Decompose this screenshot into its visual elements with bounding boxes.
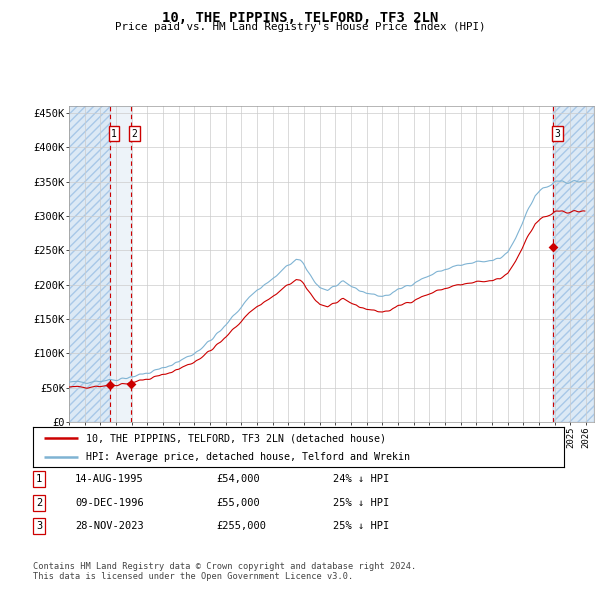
Text: HPI: Average price, detached house, Telford and Wrekin: HPI: Average price, detached house, Telf… (86, 453, 410, 462)
Bar (69, 106, 110, 422)
Text: 09-DEC-1996: 09-DEC-1996 (75, 498, 144, 507)
Bar (110, 106, 131, 422)
Text: £54,000: £54,000 (216, 474, 260, 484)
Text: 28-NOV-2023: 28-NOV-2023 (75, 522, 144, 531)
Text: 2: 2 (132, 129, 137, 139)
Text: Price paid vs. HM Land Registry's House Price Index (HPI): Price paid vs. HM Land Registry's House … (115, 22, 485, 32)
Text: 10, THE PIPPINS, TELFORD, TF3 2LN: 10, THE PIPPINS, TELFORD, TF3 2LN (162, 11, 438, 25)
Point (548, 242, 558, 251)
Text: 14-AUG-1995: 14-AUG-1995 (75, 474, 144, 484)
Point (126, 379, 136, 389)
Text: 1: 1 (111, 129, 117, 139)
Text: 10, THE PIPPINS, TELFORD, TF3 2LN (detached house): 10, THE PIPPINS, TELFORD, TF3 2LN (detac… (86, 434, 386, 444)
Text: 25% ↓ HPI: 25% ↓ HPI (333, 498, 389, 507)
Text: £255,000: £255,000 (216, 522, 266, 531)
Text: £55,000: £55,000 (216, 498, 260, 507)
Text: 3: 3 (36, 522, 42, 531)
Text: 3: 3 (554, 129, 560, 139)
Point (105, 380, 115, 389)
Text: Contains HM Land Registry data © Crown copyright and database right 2024.
This d: Contains HM Land Registry data © Crown c… (33, 562, 416, 581)
Text: 25% ↓ HPI: 25% ↓ HPI (333, 522, 389, 531)
Bar (69, 106, 110, 422)
Text: 2: 2 (36, 498, 42, 507)
Text: 24% ↓ HPI: 24% ↓ HPI (333, 474, 389, 484)
Text: 1: 1 (36, 474, 42, 484)
Bar (553, 106, 594, 422)
Bar (553, 106, 594, 422)
